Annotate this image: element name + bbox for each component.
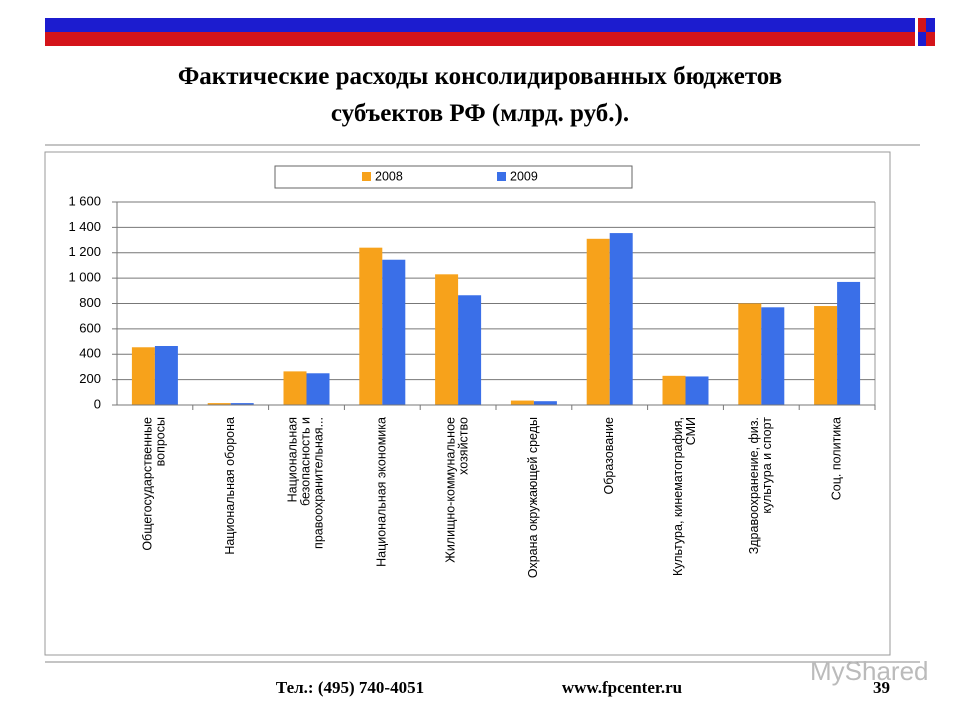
chart-title: Фактические расходы консолидированных бю… xyxy=(178,63,782,127)
chart-frame xyxy=(44,151,891,656)
y-tick-label: 200 xyxy=(79,371,101,386)
banner-square xyxy=(918,18,926,32)
y-tick-label: 600 xyxy=(79,320,101,335)
x-tick-label: Национальная оборона xyxy=(223,417,237,555)
x-tick-label: Национальная экономика xyxy=(375,417,389,567)
y-tick-label: 1 400 xyxy=(68,219,101,234)
legend-box xyxy=(274,165,633,189)
y-tick-label: 1 200 xyxy=(68,244,101,259)
bar xyxy=(131,347,155,405)
bar xyxy=(359,247,383,405)
x-tick-label: Соц. политика xyxy=(829,417,843,500)
bar xyxy=(154,346,178,405)
x-tick-label: Национальнаябезопасность иправоохранител… xyxy=(286,417,326,549)
x-tick-label: Охрана окружающей среды xyxy=(526,417,540,578)
y-tick-label: 0 xyxy=(94,396,101,411)
page-number: 39 xyxy=(873,678,890,697)
footer-phone: Тел.: (495) 740-4051 xyxy=(276,678,424,697)
y-tick-label: 400 xyxy=(79,346,101,361)
x-tick-label: Общегосударственныевопросы xyxy=(141,417,168,551)
footer-site: www.fpcenter.ru xyxy=(562,678,682,697)
bar xyxy=(533,401,557,405)
bar xyxy=(761,307,785,405)
bar xyxy=(814,306,838,405)
x-tick-label: Образование xyxy=(602,417,616,495)
bar xyxy=(283,371,307,405)
banner-square xyxy=(918,32,926,46)
bar xyxy=(435,274,459,405)
banner-square xyxy=(926,18,935,32)
bar xyxy=(230,403,254,405)
bar xyxy=(458,295,482,405)
bar xyxy=(306,373,330,405)
bar xyxy=(382,259,406,405)
y-tick-label: 1 000 xyxy=(68,270,101,285)
legend-swatch xyxy=(497,172,506,181)
bar xyxy=(685,376,709,405)
bar xyxy=(609,233,633,405)
banner-red xyxy=(45,32,915,46)
watermark: MyShared xyxy=(810,656,929,686)
x-tick-label: Жилищно-коммунальноехозяйство xyxy=(444,417,471,563)
bar xyxy=(510,400,534,405)
bar xyxy=(738,303,762,405)
x-tick-label: Культура, кинематография,СМИ xyxy=(671,417,698,576)
legend-label: 2009 xyxy=(510,169,538,183)
bar xyxy=(207,403,231,405)
y-tick-label: 800 xyxy=(79,295,101,310)
bar xyxy=(837,281,861,405)
bar xyxy=(662,375,686,405)
banner-square xyxy=(926,32,935,46)
x-tick-label: Здравоохранение, физ.культура и спорт xyxy=(747,417,774,555)
legend-swatch xyxy=(362,172,371,181)
legend-label: 2008 xyxy=(375,169,403,183)
banner-blue xyxy=(45,18,915,32)
bar xyxy=(586,238,610,405)
y-tick-label: 1 600 xyxy=(68,193,101,208)
